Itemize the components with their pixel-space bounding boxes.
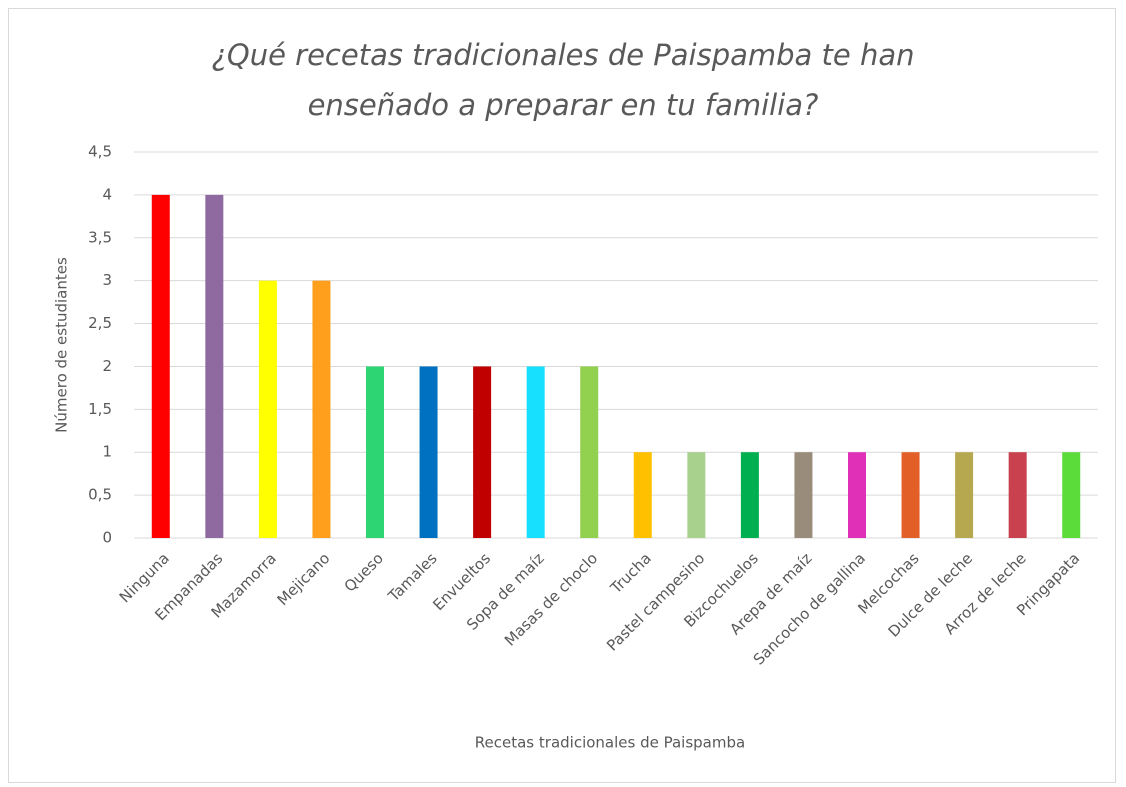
bar (901, 452, 920, 538)
y-tick-label: 4 (102, 185, 112, 203)
bar (473, 366, 492, 538)
bar (955, 452, 974, 538)
bar (1062, 452, 1081, 538)
bar (687, 452, 706, 538)
chart-frame (8, 8, 1116, 783)
y-tick-label: 1,5 (88, 400, 112, 418)
bar (580, 366, 599, 538)
bar (205, 194, 224, 538)
y-tick-label: 2,5 (88, 314, 112, 332)
bar (151, 194, 170, 538)
x-tick-label: Masas de choclo (501, 549, 601, 649)
bar (419, 366, 438, 538)
x-tick-label: Pastel campesino (603, 549, 708, 654)
bar (633, 452, 652, 538)
y-axis-label: Número de estudiantes (53, 257, 71, 433)
x-tick-label: Mejicano (274, 549, 334, 609)
bar (366, 366, 384, 538)
bar (848, 452, 866, 538)
bar (794, 452, 813, 538)
y-tick-label: 0,5 (88, 486, 112, 504)
chart-title: ¿Qué recetas tradicionales de Paispamba … (211, 38, 915, 122)
bar (740, 452, 759, 538)
x-axis-label: Recetas tradicionales de Paispamba (475, 734, 745, 752)
bar (258, 280, 277, 538)
x-tick-label: Trucha (606, 549, 654, 597)
y-tick-label: 0 (102, 529, 112, 547)
y-tick-label: 2 (102, 357, 112, 375)
y-tick-label: 4,5 (88, 143, 112, 161)
bar (526, 366, 545, 538)
y-tick-label: 3,5 (88, 228, 112, 246)
y-tick-label: 1 (102, 443, 112, 461)
y-tick-label: 3 (102, 271, 112, 289)
bar (1008, 452, 1027, 538)
x-tick-label: Queso (341, 549, 387, 595)
bar (312, 280, 331, 538)
